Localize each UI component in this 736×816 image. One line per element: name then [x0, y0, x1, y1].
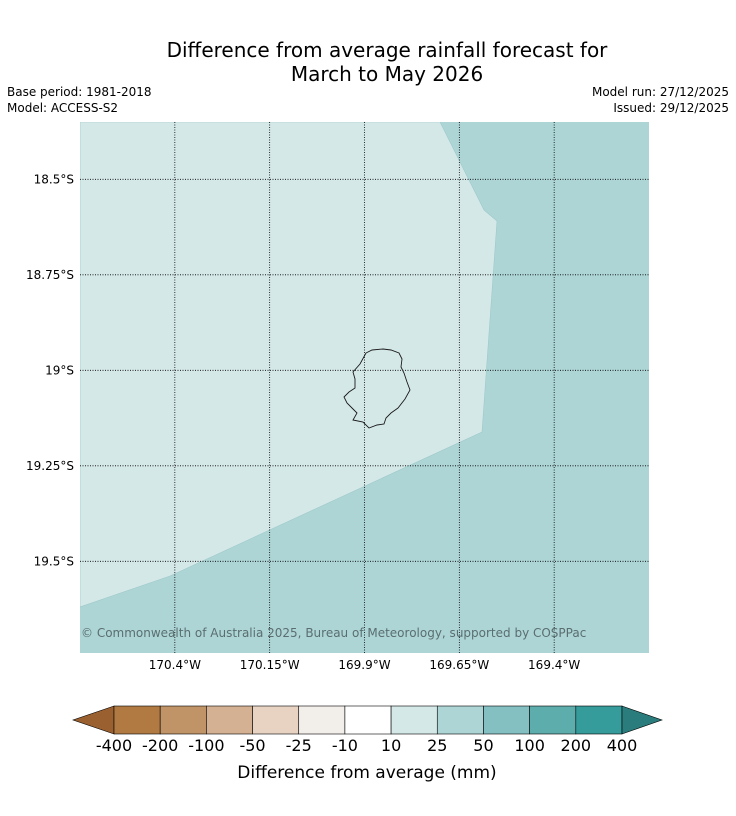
colorbar-segment-6 — [390, 705, 438, 735]
region-10-to-25 — [80, 122, 498, 608]
lon-tick-label-2: 169.9°W — [338, 658, 390, 672]
lon-tick-label-1: 170.15°W — [240, 658, 300, 672]
colorbar-tick-label-0: -400 — [96, 736, 132, 755]
base-period: Base period: 1981-2018 — [7, 85, 152, 99]
colorbar-tick-label-5: -10 — [332, 736, 358, 755]
colorbar-extend-high — [621, 705, 663, 735]
niue-island-outline — [343, 348, 411, 429]
map-title: Difference from average rainfall forecas… — [0, 38, 736, 86]
model-name: Model: ACCESS-S2 — [7, 101, 119, 115]
colorbar-tick-label-4: -25 — [286, 736, 312, 755]
meta-right: Model run: 27/12/2025 Issued: 29/12/2025 — [592, 84, 729, 116]
colorbar-tick-label-2: -100 — [188, 736, 224, 755]
colorbar-segment-3 — [252, 705, 300, 735]
lon-tick-label-0: 170.4°W — [149, 658, 201, 672]
model-run: Model run: 27/12/2025 — [591, 85, 729, 99]
meta-left: Base period: 1981-2018 Model: ACCESS-S2 — [7, 84, 152, 116]
colorbar-tick-label-9: 100 — [514, 736, 545, 755]
colorbar-segment-8 — [483, 705, 530, 735]
colorbar-segment-9 — [529, 705, 577, 735]
colorbar-segment-4 — [298, 705, 346, 735]
colorbar-segment-10 — [575, 705, 623, 735]
colorbar-segment-5 — [344, 705, 392, 735]
colorbar-segment-7 — [436, 705, 484, 735]
colorbar-tick-label-1: -200 — [142, 736, 178, 755]
lat-tick-label-1: 18.75°S — [26, 268, 74, 282]
gridlines — [80, 122, 649, 653]
lat-tick-label-3: 19.25°S — [26, 459, 74, 473]
colorbar-tick-label-6: 10 — [381, 736, 401, 755]
issued-date: Issued: 29/12/2025 — [613, 101, 729, 115]
lon-tick-label-4: 169.4°W — [528, 658, 580, 672]
copyright-text: © Commonwealth of Australia 2025, Bureau… — [81, 626, 586, 640]
colorbar-tick-label-11: 400 — [607, 736, 638, 755]
title-line-1: Difference from average rainfall forecas… — [166, 38, 608, 62]
colorbar-segment-1 — [159, 705, 207, 735]
colorbar-segment-2 — [206, 705, 253, 735]
colorbar-tick-label-10: 200 — [561, 736, 592, 755]
colorbar-title: Difference from average (mm) — [237, 763, 496, 783]
lat-tick-label-0: 18.5°S — [34, 172, 74, 186]
map-panel: © Commonwealth of Australia 2025, Bureau… — [80, 122, 649, 653]
title-line-2: March to May 2026 — [290, 62, 484, 86]
colorbar-segment-0 — [113, 705, 161, 735]
colorbar-extend-low — [72, 705, 115, 735]
colorbar-tick-label-3: -50 — [239, 736, 265, 755]
lat-tick-label-2: 19°S — [45, 363, 74, 377]
lon-tick-label-3: 169.65°W — [429, 658, 489, 672]
colorbar: -400 -200 -100 -50 -25 -10 10 25 50 100 200 400 — [72, 705, 663, 755]
colorbar-tick-label-8: 50 — [473, 736, 493, 755]
colorbar-tick-label-7: 25 — [427, 736, 447, 755]
lat-tick-label-4: 19.5°S — [34, 554, 74, 568]
axis-tick-labels: 18.5°S 18.75°S 19°S 19.25°S 19.5°S 170.4°W 170… — [26, 172, 580, 672]
